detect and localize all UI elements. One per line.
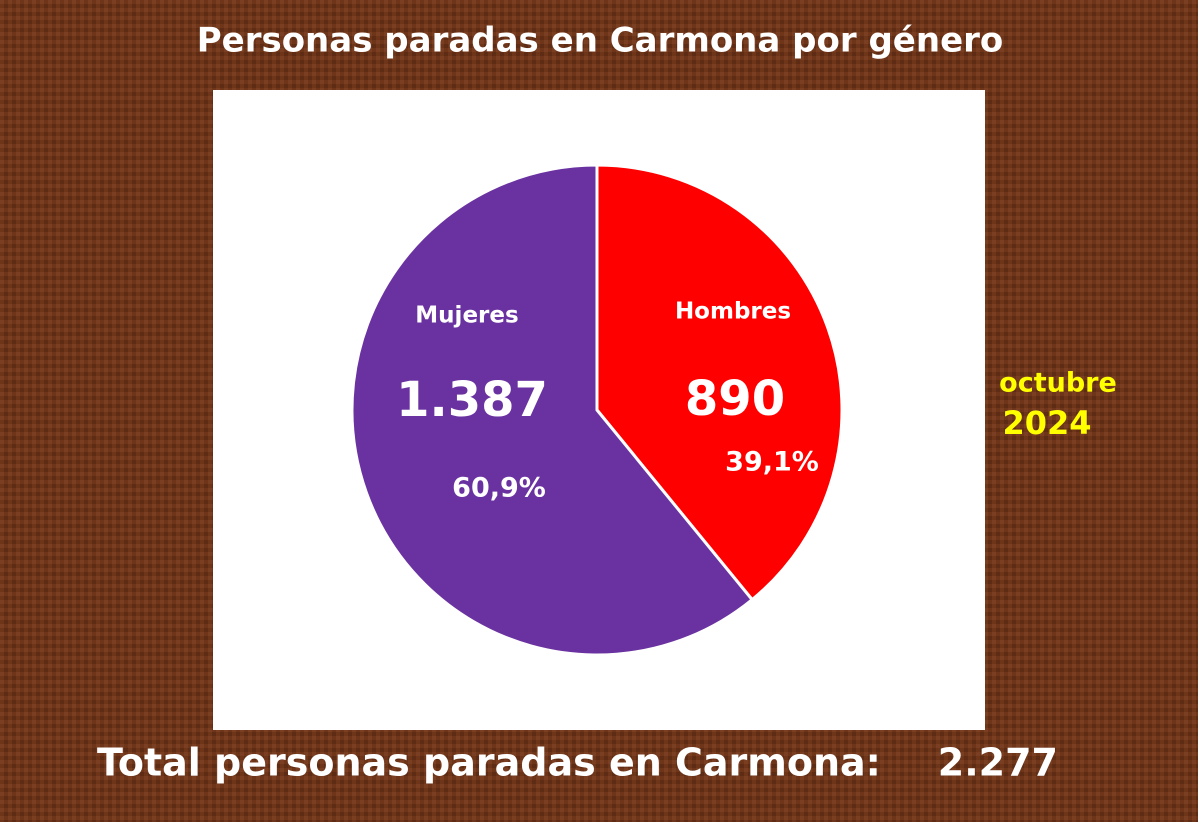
- chart-title: Personas paradas en Carmona por género: [197, 21, 1004, 61]
- percentage-label: 39,1%: [725, 447, 819, 478]
- annotation: octubre: [999, 368, 1117, 399]
- percentage-label: 60,9%: [452, 473, 546, 504]
- value-label: 1.387: [396, 372, 548, 428]
- pie-slice: [350, 163, 755, 657]
- value-label: 890: [685, 371, 785, 427]
- slice-label: Mujeres: [415, 303, 518, 329]
- total-text: Total personas paradas en Carmona:: [97, 741, 881, 785]
- slice-label: Hombres: [675, 299, 791, 325]
- pie-slice: [595, 163, 844, 602]
- total-value: 2.277: [938, 741, 1058, 785]
- annotation: 2024: [1002, 404, 1091, 442]
- pie: Hombres 890 39,1% Mujeres 1.387 60,9%: [350, 163, 844, 657]
